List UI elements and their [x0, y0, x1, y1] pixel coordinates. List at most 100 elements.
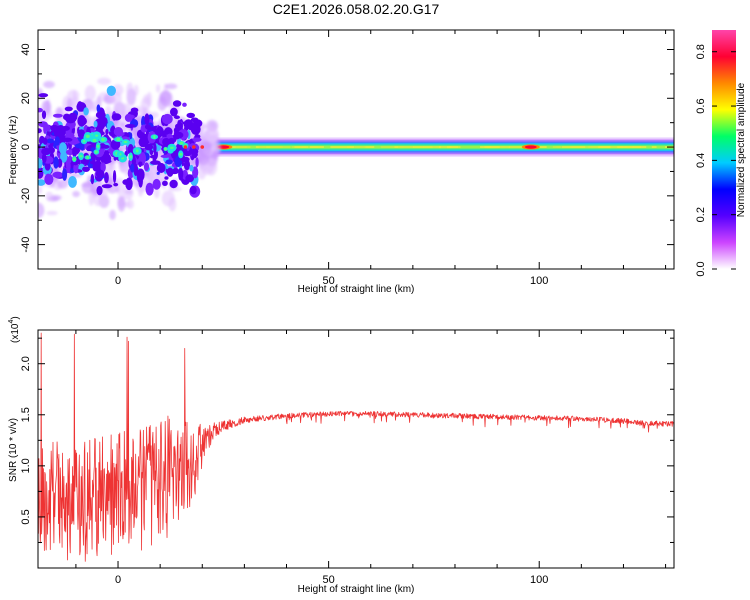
spectrogram-noise-core [124, 113, 133, 122]
spectrogram-noise-core [145, 182, 154, 196]
colorbar-tick-label: 0.8 [695, 44, 707, 59]
spectrogram-noise-core [52, 171, 64, 178]
colorbar-tick-label: 0.2 [695, 207, 707, 222]
spectrogram-noise-hotcore [123, 141, 128, 144]
spectrogram-noise-core [133, 163, 139, 177]
spectrogram-noise-hotcore [92, 138, 97, 143]
spectrogram-noise-core [112, 170, 117, 184]
spectrogram-noise-core [166, 167, 174, 177]
spectrogram-noise-blob [105, 105, 112, 115]
spectrogram-carrier-streak [397, 146, 414, 149]
spectrogram-noise-blob [153, 186, 160, 199]
spectrogram-noise-core [172, 100, 182, 107]
spectrogram-noise-core [64, 106, 73, 112]
spectrogram-noise-core [38, 148, 42, 153]
spectrogram-noise-core [173, 115, 180, 119]
spectrogram-noise-core [60, 151, 68, 163]
spectrogram-noise-core [144, 113, 150, 125]
spectrogram-carrier-streak [294, 146, 309, 149]
spectrogram-noise-blob [45, 191, 54, 202]
spectrogram-noise-core [136, 169, 142, 183]
spectrogram-noise-core [95, 169, 105, 179]
spectrogram-noise-core [130, 163, 135, 173]
snr-ytick-label: 1.0 [20, 458, 32, 473]
colorbar-gradient [712, 30, 736, 269]
spectrogram-ylabel: Frequency (Hz) [8, 116, 19, 185]
spectrogram-noise-core [105, 128, 109, 135]
spectrogram-noise-hotcore [82, 140, 86, 143]
spectrogram-noise-core [58, 142, 67, 155]
spectrogram-noise-blob [126, 199, 134, 210]
spectrogram-carrier-streak [422, 146, 441, 149]
spectrogram-noise-blob [109, 209, 116, 221]
spectrogram-noise-core [52, 113, 63, 118]
spectrogram-ytick-label: 20 [20, 92, 32, 104]
spectrogram-xtick-label: 100 [530, 275, 548, 287]
spectrogram-carrier-streak [258, 146, 267, 149]
snr-xtick-label: 0 [115, 574, 121, 586]
snr-xlabel: Height of straight line (km) [298, 584, 415, 595]
spectrogram-noise-core [101, 184, 113, 189]
spectrogram-xtick-label: 50 [322, 275, 334, 287]
spectrogram-noise-blob [168, 186, 182, 192]
spectrogram-noise-hotcore [86, 155, 90, 160]
spectrogram-noise-core [169, 179, 178, 189]
spectrogram-noise-core [156, 171, 160, 175]
spectrogram-noise-blob [57, 179, 69, 189]
colorbar-ticks: 0.0 0.2 0.4 0.6 0.8 [695, 44, 736, 277]
spectrogram-noise-core [68, 175, 77, 188]
spectrogram-carrier-streak [380, 146, 403, 149]
spectrogram-noise-core [138, 161, 143, 166]
spectrogram-noise-blob [120, 122, 126, 127]
spectrogram-noise-core [66, 159, 71, 173]
spectrogram-noise-core [143, 162, 150, 172]
spectrogram-noise-core [43, 124, 47, 135]
spectrogram-noise-core [144, 143, 154, 151]
spectrogram-noise-core [191, 148, 198, 159]
spectrogram-noise-blob [46, 210, 58, 216]
spectrogram-noise-core [57, 127, 62, 138]
spectrogram-noise-core [187, 129, 191, 140]
spectrogram-noise-core [41, 152, 47, 164]
spectrogram-noise-core [192, 166, 199, 179]
spectrogram-noise-core [96, 104, 101, 113]
spectrogram-noise-blob [159, 90, 173, 107]
spectrogram-noise-core [66, 149, 75, 156]
colorbar-tick-label: 0.4 [695, 153, 707, 168]
spectrogram-noise-core [45, 124, 51, 132]
snr-panel: 0 50 100 0.5 1.0 1.5 2.0 Height of straight li… [8, 316, 675, 595]
spectrogram-noise-core [124, 123, 136, 129]
spectrogram-noise-core [61, 137, 73, 142]
spectrogram-carrier-streak [620, 146, 642, 149]
spectrogram-noise-core [183, 159, 191, 171]
spectrogram-noise-core [165, 159, 173, 165]
spectrogram-noise-blob [38, 185, 43, 195]
spectrogram-noise-core [195, 157, 199, 168]
spectrogram-noise-core [100, 162, 106, 173]
spectrogram-carrier-streak [363, 146, 375, 149]
spectrogram-noise-core [72, 146, 77, 158]
snr-frame [37, 329, 675, 569]
spectrogram-noise-blob [84, 85, 96, 102]
spectrogram-noise-core [95, 159, 100, 173]
spectrogram-carrier-streak [610, 146, 618, 149]
spectrogram-noise-core [156, 126, 163, 139]
spectrogram-noise-hotcore [164, 147, 168, 151]
spectrogram-noise-core [152, 178, 161, 190]
snr-series-line [38, 332, 674, 562]
spectrogram-noise-core [130, 107, 139, 113]
snr-ytick-label: 2.0 [20, 356, 32, 371]
spectrogram-noise-core [189, 185, 197, 195]
spectrogram-noise-core [38, 179, 46, 186]
spectrogram-noise-core [68, 112, 78, 122]
spectrogram-ytick-label: -40 [20, 237, 32, 253]
spectrogram-noise-blob [117, 196, 126, 212]
spectrogram-noise-core [156, 162, 166, 174]
spectrogram-hot-spot [524, 145, 537, 149]
spectrogram-noise-blob [155, 84, 161, 93]
spectrogram-noise-core [89, 161, 94, 165]
spectrogram-noise-core [129, 132, 133, 140]
spectrogram-noise-hotcore [169, 146, 174, 149]
spectrogram-ytick-label: 0 [20, 144, 32, 150]
spectrogram-noise-hotcore [72, 157, 77, 161]
